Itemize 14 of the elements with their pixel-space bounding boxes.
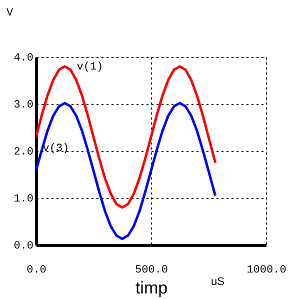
y-tick-label: 4.0 [14, 52, 34, 64]
x-tick-label: 500.0 [134, 264, 168, 276]
y-tick-label: 3.0 [14, 100, 34, 112]
series-label: v(3) [42, 143, 70, 156]
text: uS [211, 276, 224, 288]
line-series [36, 102, 217, 240]
series-label: v(1) [76, 61, 104, 74]
y-axis-title: V [6, 8, 14, 20]
y-tick-label: 0.0 [14, 240, 34, 252]
x-tick-label: 0.0 [26, 264, 46, 276]
x-axis-title: timp [135, 278, 168, 298]
y-tick-label: 2.0 [14, 146, 34, 158]
y-tick-label: 1.0 [14, 194, 34, 206]
x-tick-label: 1000.0 [246, 264, 286, 276]
